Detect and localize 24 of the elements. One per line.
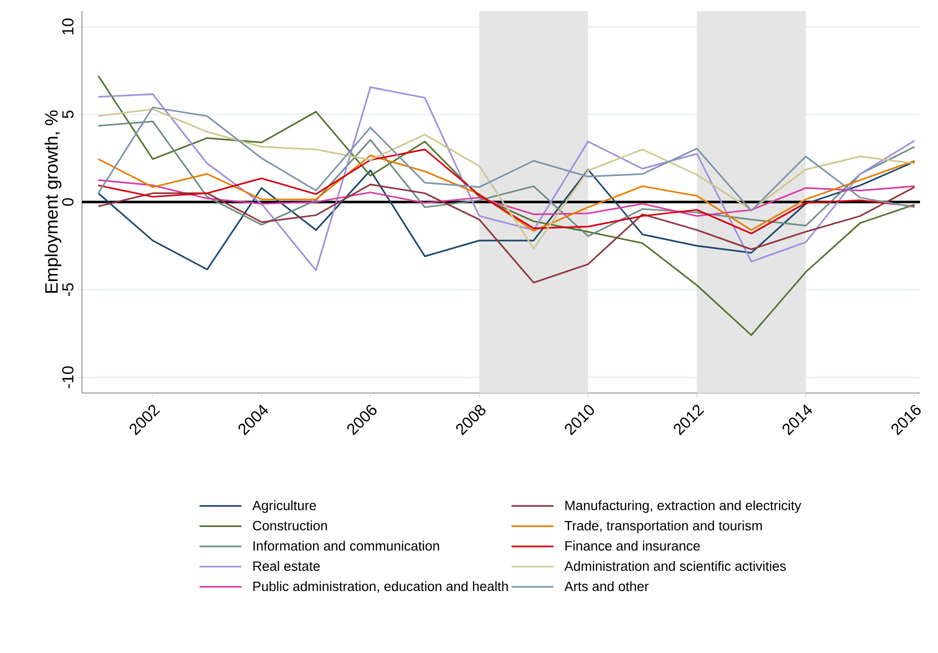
legend-label: Administration and scientific activities — [564, 561, 786, 571]
legend-label: Arts and other — [564, 581, 649, 592]
legend-label: Agriculture — [252, 500, 316, 513]
legend-label: Public administration, education and health — [253, 581, 508, 593]
y-tick-label: 5 — [62, 110, 74, 118]
legend-label: Real estate — [253, 561, 320, 571]
line-series — [98, 184, 916, 284]
legend-label: Finance and insurance — [565, 540, 700, 551]
legend-label: Construction — [252, 520, 327, 530]
y-tick-label: -5 — [62, 283, 74, 296]
line-series — [98, 108, 916, 250]
y-axis-title: Employment growth, % — [44, 110, 62, 293]
line-series — [98, 179, 916, 217]
y-tick-label: 10 — [62, 18, 74, 34]
line-series — [98, 75, 916, 336]
line-series — [98, 106, 916, 212]
legend-label: Trade, transportation and tourism — [564, 520, 762, 534]
line-series — [98, 120, 916, 237]
line-series — [98, 160, 916, 270]
legend-label: Information and communication — [254, 540, 440, 551]
y-tick-label: 0 — [62, 198, 74, 206]
legend-label: Manufacturing, extraction and electricity — [565, 500, 802, 513]
line-series — [98, 86, 916, 272]
y-tick-label: -10 — [62, 366, 74, 388]
